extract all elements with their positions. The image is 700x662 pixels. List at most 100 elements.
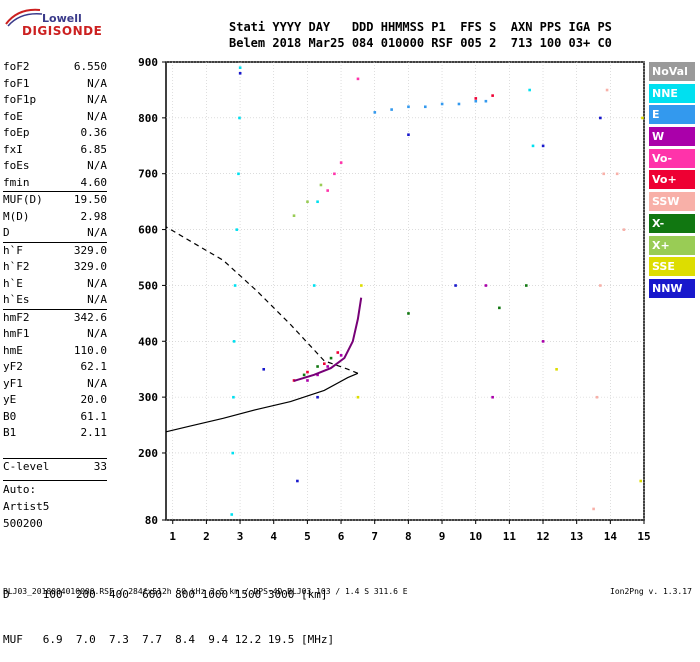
- param-value: 6.550: [73, 60, 107, 73]
- data-point: [231, 451, 235, 455]
- data-point: [524, 284, 528, 287]
- data-point: [423, 105, 427, 109]
- param-separator: [3, 308, 107, 310]
- x-tick-label: 13: [570, 530, 583, 543]
- clevel-value: 33: [93, 460, 107, 473]
- data-point: [390, 108, 393, 111]
- param-name: hmE: [3, 343, 23, 357]
- data-point: [541, 144, 545, 148]
- data-point: [615, 172, 619, 176]
- param-row: foF1 N/A: [3, 76, 107, 93]
- param-value: N/A: [87, 93, 107, 106]
- file-info-footer: BLJ03_2018084010000.RSF / 284fx512h 50 k…: [3, 587, 408, 596]
- param-value: 19.50: [73, 193, 107, 206]
- series-ssw: [592, 88, 626, 511]
- series-nnw: [238, 71, 602, 483]
- legend-item-nne: NNE: [649, 83, 695, 103]
- x-tick-label: 15: [637, 530, 650, 543]
- param-value: N/A: [87, 109, 107, 123]
- y-tick-label: 300: [138, 391, 158, 404]
- data-point: [440, 102, 444, 106]
- ionogram-chart: 1 2 3 4 5 6 7 8 9 10 11 12 13 14 15 802003004005006007…: [138, 56, 651, 543]
- param-value: N/A: [87, 327, 107, 340]
- data-point: [360, 284, 363, 287]
- series-e: [373, 99, 488, 114]
- y-tick-label: 80: [145, 514, 158, 527]
- x-tick-label: 8: [405, 530, 412, 543]
- param-name: B1: [3, 426, 17, 439]
- data-point: [356, 395, 360, 399]
- data-point: [602, 172, 606, 176]
- param-value: 110.0: [73, 343, 107, 357]
- data-point: [407, 312, 410, 315]
- virtual-height-trace: [293, 297, 363, 382]
- x-tick-label: 14: [604, 530, 618, 543]
- data-point: [316, 365, 319, 368]
- legend-item-w: W: [649, 127, 695, 147]
- data-point: [232, 340, 236, 343]
- data-point: [484, 99, 488, 103]
- data-point: [329, 356, 333, 360]
- param-separator: [3, 191, 107, 192]
- legend-item-e: E: [649, 105, 695, 125]
- param-value: 20.0: [80, 393, 108, 406]
- data-point: [232, 395, 235, 399]
- muf-distance-row: D 100 200 400 600 800 1000 1500 3000 [km…: [3, 588, 328, 601]
- logo-line1: Lowell: [42, 12, 82, 25]
- param-name: hmF1: [3, 327, 30, 340]
- data-point: [528, 88, 531, 92]
- param-row: yF1 N/A: [3, 376, 107, 393]
- param-value: 0.36: [80, 126, 108, 139]
- data-point: [323, 362, 326, 366]
- legend-item-vo-: Vo-: [649, 148, 695, 168]
- param-row: B0 61.1: [3, 409, 107, 426]
- legend-item-nnw: NNW: [649, 278, 695, 298]
- legend-item-vo-: Vo+: [649, 170, 695, 190]
- param-name: D: [3, 226, 10, 239]
- data-point: [531, 144, 535, 148]
- header-labels: Stati YYYY DAY DDD HHMMSS P1 FFS S AXN P…: [229, 20, 612, 34]
- param-name: yE: [3, 393, 17, 406]
- data-point: [336, 351, 340, 354]
- logo-line2: DIGISONDE: [22, 24, 103, 38]
- series-nne: [230, 66, 535, 516]
- y-tick-label: 600: [138, 224, 158, 237]
- data-point: [541, 340, 545, 343]
- y-tick-label: 400: [138, 335, 158, 348]
- param-name: foF2: [3, 60, 30, 73]
- version-label: Ion2Png v. 1.3.17: [610, 587, 692, 596]
- data-point: [339, 161, 343, 164]
- param-value: N/A: [87, 376, 107, 390]
- param-name: h`Es: [3, 293, 30, 306]
- data-point: [457, 102, 461, 106]
- data-point: [296, 479, 299, 483]
- data-point: [474, 99, 478, 103]
- data-point: [238, 66, 242, 69]
- param-row: foEp 0.36: [3, 125, 107, 142]
- param-value: N/A: [87, 276, 107, 290]
- data-point: [356, 77, 360, 81]
- param-row: D N/A: [3, 225, 107, 242]
- data-point: [316, 373, 319, 377]
- data-point: [306, 379, 309, 382]
- legend-item-x-: X-: [649, 213, 695, 233]
- data-point: [474, 97, 478, 100]
- data-point: [312, 284, 316, 287]
- param-row: hmF2 342.6: [3, 310, 107, 327]
- x-tick-label: 2: [203, 530, 210, 543]
- series-sse: [356, 116, 644, 483]
- data-point: [407, 133, 410, 137]
- x-tick-label: 12: [536, 530, 549, 543]
- data-point: [292, 214, 296, 217]
- autoscale-info: Auto: Artist5 500200: [3, 480, 107, 532]
- param-row: foF2 6.550: [3, 59, 107, 76]
- y-tick-label: 500: [138, 279, 158, 292]
- auto-program: Artist5: [3, 500, 50, 513]
- series-w: [306, 284, 545, 399]
- param-name: fxI: [3, 142, 23, 156]
- data-point: [230, 513, 234, 516]
- data-point: [639, 479, 643, 483]
- polarization-legend: NoVal NNE E W Vo- Vo+ SSW X- X+ SSE NNW: [649, 62, 695, 301]
- param-value: 2.98: [80, 209, 108, 223]
- param-name: B0: [3, 409, 17, 423]
